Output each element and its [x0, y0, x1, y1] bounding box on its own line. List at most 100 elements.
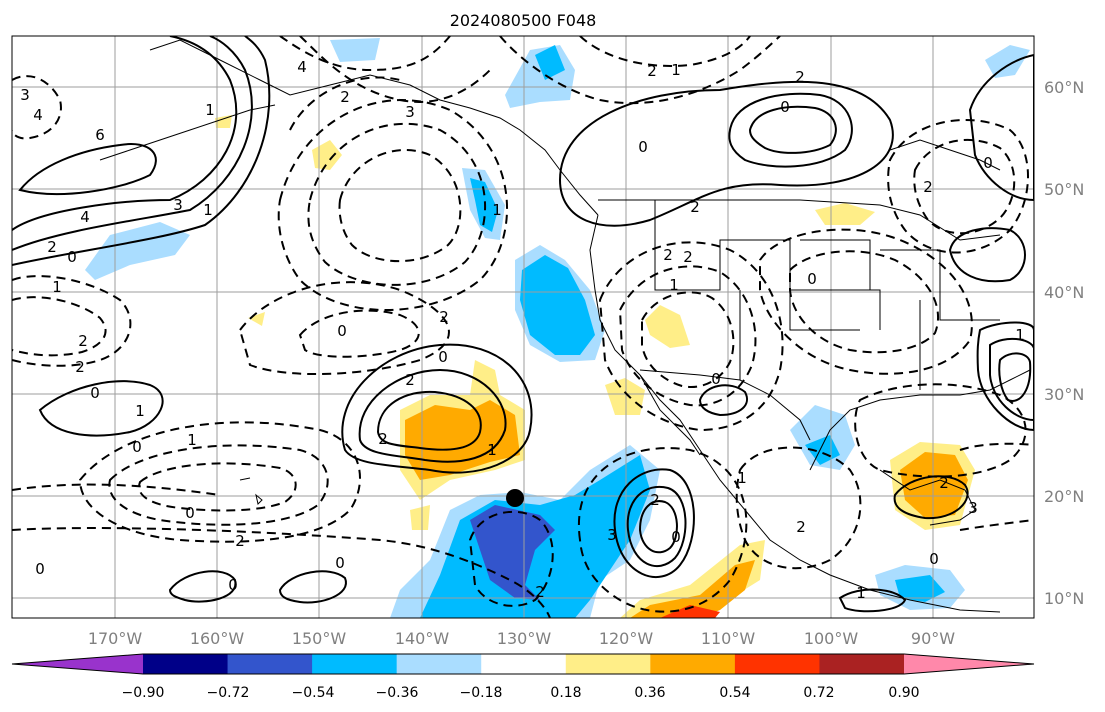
contour-label: 1 — [671, 61, 681, 79]
contour-label: 0 — [335, 554, 345, 572]
contour-northeast-high — [968, 53, 1034, 202]
yellow-area-small-3 — [248, 312, 265, 326]
shaded-fields — [85, 38, 1030, 618]
orange-area-gulf — [900, 452, 968, 518]
lat-label: 60°N — [1044, 78, 1084, 97]
lat-label: 20°N — [1044, 487, 1084, 506]
contour-mexico-high — [698, 384, 748, 417]
contour-label: 2 — [439, 308, 449, 326]
contour-label: 0 — [337, 322, 347, 340]
yellow-area-small-2 — [410, 505, 430, 530]
coastline-westcoast — [589, 214, 1001, 613]
dashed-central-us-2 — [789, 250, 940, 354]
contour-hurricane-3 — [638, 500, 678, 554]
dashed-alaska-north — [499, 36, 781, 105]
dashed-southern-bands-1 — [12, 527, 551, 618]
contour-label: 1 — [203, 201, 213, 219]
dashed-east-canada-2 — [913, 138, 1016, 235]
contour-label: 3 — [20, 86, 30, 104]
lon-label: 170°W — [88, 629, 143, 648]
colorbar-extend-max — [904, 654, 1034, 674]
lon-label: 160°W — [190, 629, 245, 648]
contour-east-us-3 — [998, 352, 1032, 402]
contour-label: 1 — [737, 469, 747, 487]
yellow-area-plains — [815, 203, 875, 225]
colorbar-segment — [481, 654, 567, 674]
colorbar-segment — [143, 654, 229, 674]
contour-label: 0 — [67, 248, 77, 266]
contour-label: 0 — [90, 384, 100, 402]
yellow-area-baja — [605, 378, 645, 415]
dashed-central-us-1 — [759, 228, 973, 375]
contour-label: 2 — [690, 198, 700, 216]
colorbar-tick-label: −0.36 — [376, 685, 419, 701]
contour-label: 0 — [929, 550, 939, 568]
contour-label: 2 — [923, 178, 933, 196]
colorbar-tick-label: 0.72 — [803, 685, 834, 701]
lon-label: 140°W — [395, 629, 450, 648]
colorbar-segment — [312, 654, 398, 674]
contour-label: 2 — [78, 332, 88, 350]
contour-label: 0 — [807, 270, 817, 288]
dashed-mid-pacific-1 — [238, 281, 450, 376]
contour-label: 2 — [939, 474, 949, 492]
contour-label: 3 — [405, 103, 415, 121]
dashed-gulf-alaska-low-1 — [277, 99, 509, 311]
contour-label: 2 — [663, 246, 673, 264]
contour-alaska-high-2 — [12, 36, 253, 251]
dashed-east-canada-1 — [887, 119, 1029, 254]
colorbar-segment — [565, 654, 651, 674]
latitude-labels: 60°N 50°N 40°N 30°N 20°N 10°N — [1044, 78, 1084, 608]
colorbar-tick-label: 0.18 — [550, 685, 581, 701]
cyan-area-westcoast — [520, 255, 595, 355]
contour-label: 0 — [983, 154, 993, 172]
dashed-hurricane-outer-2 — [735, 446, 862, 570]
colorbar-segment — [819, 654, 905, 674]
contour-label: 1 — [856, 584, 866, 602]
colorbar-outline — [11, 653, 1035, 675]
dashed-gulf-alaska-low-2 — [307, 122, 487, 286]
lon-label: 120°W — [599, 629, 654, 648]
contour-label: 2 — [340, 88, 350, 106]
dashed-central-pacific-1 — [78, 421, 361, 543]
contours-positive — [12, 36, 1034, 613]
coastline-gulf — [809, 369, 1031, 471]
contour-label: 0 — [780, 98, 790, 116]
lon-label: 130°W — [497, 629, 552, 648]
colorbar-segment — [396, 654, 482, 674]
dashed-alaska-north-2 — [579, 36, 751, 67]
contour-label: 2 — [795, 68, 805, 86]
contour-east-us — [976, 321, 1034, 432]
contour-label: 1 — [669, 276, 679, 294]
lon-label: 150°W — [292, 629, 347, 648]
contour-east-pacific-high-3 — [376, 390, 482, 451]
cyan-area-gulf-alaska — [470, 178, 498, 232]
contours-negative — [12, 36, 1034, 618]
dashed-far-west-1 — [12, 75, 62, 140]
lon-label: 90°W — [911, 629, 955, 648]
coastline-aleutians — [99, 104, 276, 161]
dashed-west-pacific-2 — [12, 296, 107, 357]
dashed-west-us-3 — [641, 291, 735, 388]
contour-label: 1 — [52, 278, 62, 296]
border-states-1 — [654, 200, 860, 331]
contour-label: 1 — [492, 201, 502, 219]
contour-canada-high-2 — [728, 92, 853, 168]
contour-label: 3 — [607, 526, 617, 544]
contour-hurricane-2 — [626, 485, 687, 568]
contour-label: 4 — [33, 106, 43, 124]
contour-label: 1 — [1015, 326, 1025, 344]
border-us-canada — [598, 199, 1001, 241]
contour-label: 3 — [173, 196, 183, 214]
dashed-southwest — [468, 510, 554, 607]
contour-label: 1 — [487, 441, 497, 459]
dashed-hurricane-outer — [577, 447, 748, 613]
contour-label: 2 — [535, 583, 545, 601]
contour-caribbean — [838, 588, 907, 613]
red-area-south-mexico — [660, 605, 720, 618]
contour-label: 0 — [638, 138, 648, 156]
orange-area-central — [405, 400, 520, 480]
colorbar-extend-min — [12, 654, 143, 674]
contour-bay-of-campeche — [893, 475, 969, 520]
